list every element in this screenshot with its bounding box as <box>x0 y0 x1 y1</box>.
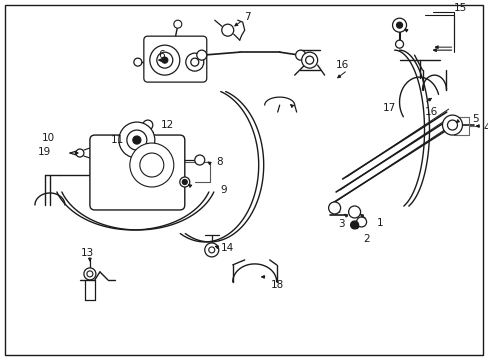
Circle shape <box>221 24 233 36</box>
Circle shape <box>356 217 366 227</box>
Circle shape <box>190 58 198 66</box>
Text: 4: 4 <box>482 123 488 133</box>
Text: 5: 5 <box>471 114 478 124</box>
Text: 12: 12 <box>161 120 174 130</box>
Circle shape <box>328 202 340 214</box>
Text: 8: 8 <box>216 157 223 167</box>
Circle shape <box>182 180 187 184</box>
Circle shape <box>135 187 155 207</box>
Text: 2: 2 <box>363 234 369 244</box>
Circle shape <box>173 20 182 28</box>
Circle shape <box>87 271 93 277</box>
Circle shape <box>208 247 214 253</box>
Circle shape <box>396 22 402 28</box>
Text: 1: 1 <box>376 218 383 228</box>
Circle shape <box>142 120 153 130</box>
Circle shape <box>442 115 462 135</box>
Circle shape <box>134 58 142 66</box>
Circle shape <box>350 221 358 229</box>
Text: 7: 7 <box>244 12 250 22</box>
Circle shape <box>392 18 406 32</box>
Circle shape <box>149 45 180 75</box>
Circle shape <box>162 57 167 63</box>
FancyBboxPatch shape <box>143 36 206 82</box>
Circle shape <box>126 130 146 150</box>
Circle shape <box>140 192 149 202</box>
Circle shape <box>395 40 403 48</box>
Circle shape <box>185 53 203 71</box>
Circle shape <box>447 120 457 130</box>
Text: 9: 9 <box>220 185 226 195</box>
Text: 11: 11 <box>111 135 124 145</box>
Circle shape <box>204 243 218 257</box>
Text: 17: 17 <box>382 103 395 113</box>
Text: 15: 15 <box>453 3 466 13</box>
Circle shape <box>180 177 189 187</box>
Circle shape <box>194 155 204 165</box>
Text: 18: 18 <box>270 280 284 290</box>
Circle shape <box>157 52 172 68</box>
Circle shape <box>142 132 154 144</box>
Circle shape <box>133 136 141 144</box>
Circle shape <box>119 122 155 158</box>
Text: 10: 10 <box>41 133 54 143</box>
Text: 13: 13 <box>81 248 94 258</box>
Circle shape <box>301 52 317 68</box>
Circle shape <box>76 149 84 157</box>
Text: 16: 16 <box>424 107 437 117</box>
Circle shape <box>295 50 305 60</box>
FancyBboxPatch shape <box>90 135 184 210</box>
Circle shape <box>196 50 206 60</box>
Circle shape <box>305 56 313 64</box>
Circle shape <box>130 143 173 187</box>
Text: 16: 16 <box>335 60 348 70</box>
Circle shape <box>348 206 360 218</box>
Text: 6: 6 <box>158 50 165 60</box>
Text: 19: 19 <box>37 147 50 157</box>
Text: 3: 3 <box>338 219 344 229</box>
Circle shape <box>140 153 163 177</box>
Circle shape <box>84 268 96 280</box>
Text: 14: 14 <box>221 243 234 253</box>
